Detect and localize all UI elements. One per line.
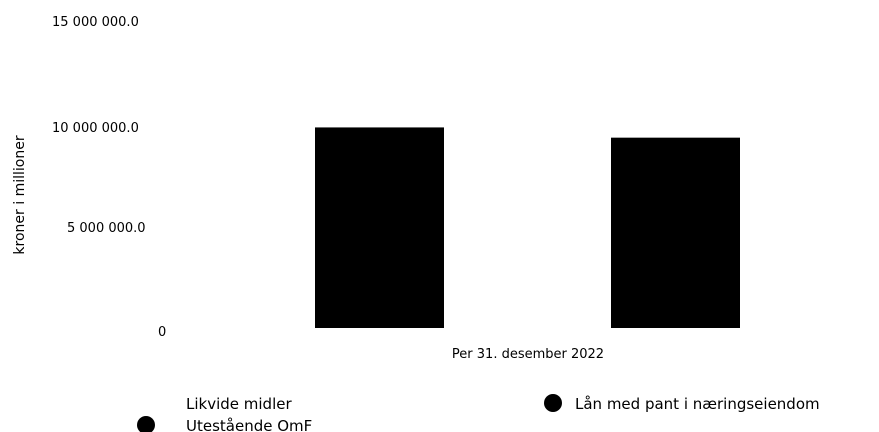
legend-marker-utestaaende-omf bbox=[137, 416, 155, 432]
legend: Likvide midler Lån med pant i næringseie… bbox=[137, 394, 820, 432]
y-tick-label: 0 bbox=[158, 325, 166, 340]
legend-label-likvide-midler: Likvide midler bbox=[186, 395, 292, 413]
y-tick-label: 15 000 000.0 bbox=[52, 15, 139, 30]
y-tick-label: 5 000 000.0 bbox=[67, 221, 146, 236]
bar-series-1 bbox=[315, 127, 444, 328]
legend-label-utestaaende-omf: Utestående OmF bbox=[186, 417, 312, 432]
bar-series-2 bbox=[611, 137, 740, 328]
y-axis-title: kroner i millioner bbox=[12, 135, 28, 254]
legend-marker-laan-med-pant bbox=[544, 394, 562, 412]
legend-label-laan-med-pant: Lån med pant i næringseiendom bbox=[575, 395, 820, 413]
y-tick-label: 10 000 000.0 bbox=[52, 121, 139, 136]
x-category-label: Per 31. desember 2022 bbox=[452, 347, 604, 362]
